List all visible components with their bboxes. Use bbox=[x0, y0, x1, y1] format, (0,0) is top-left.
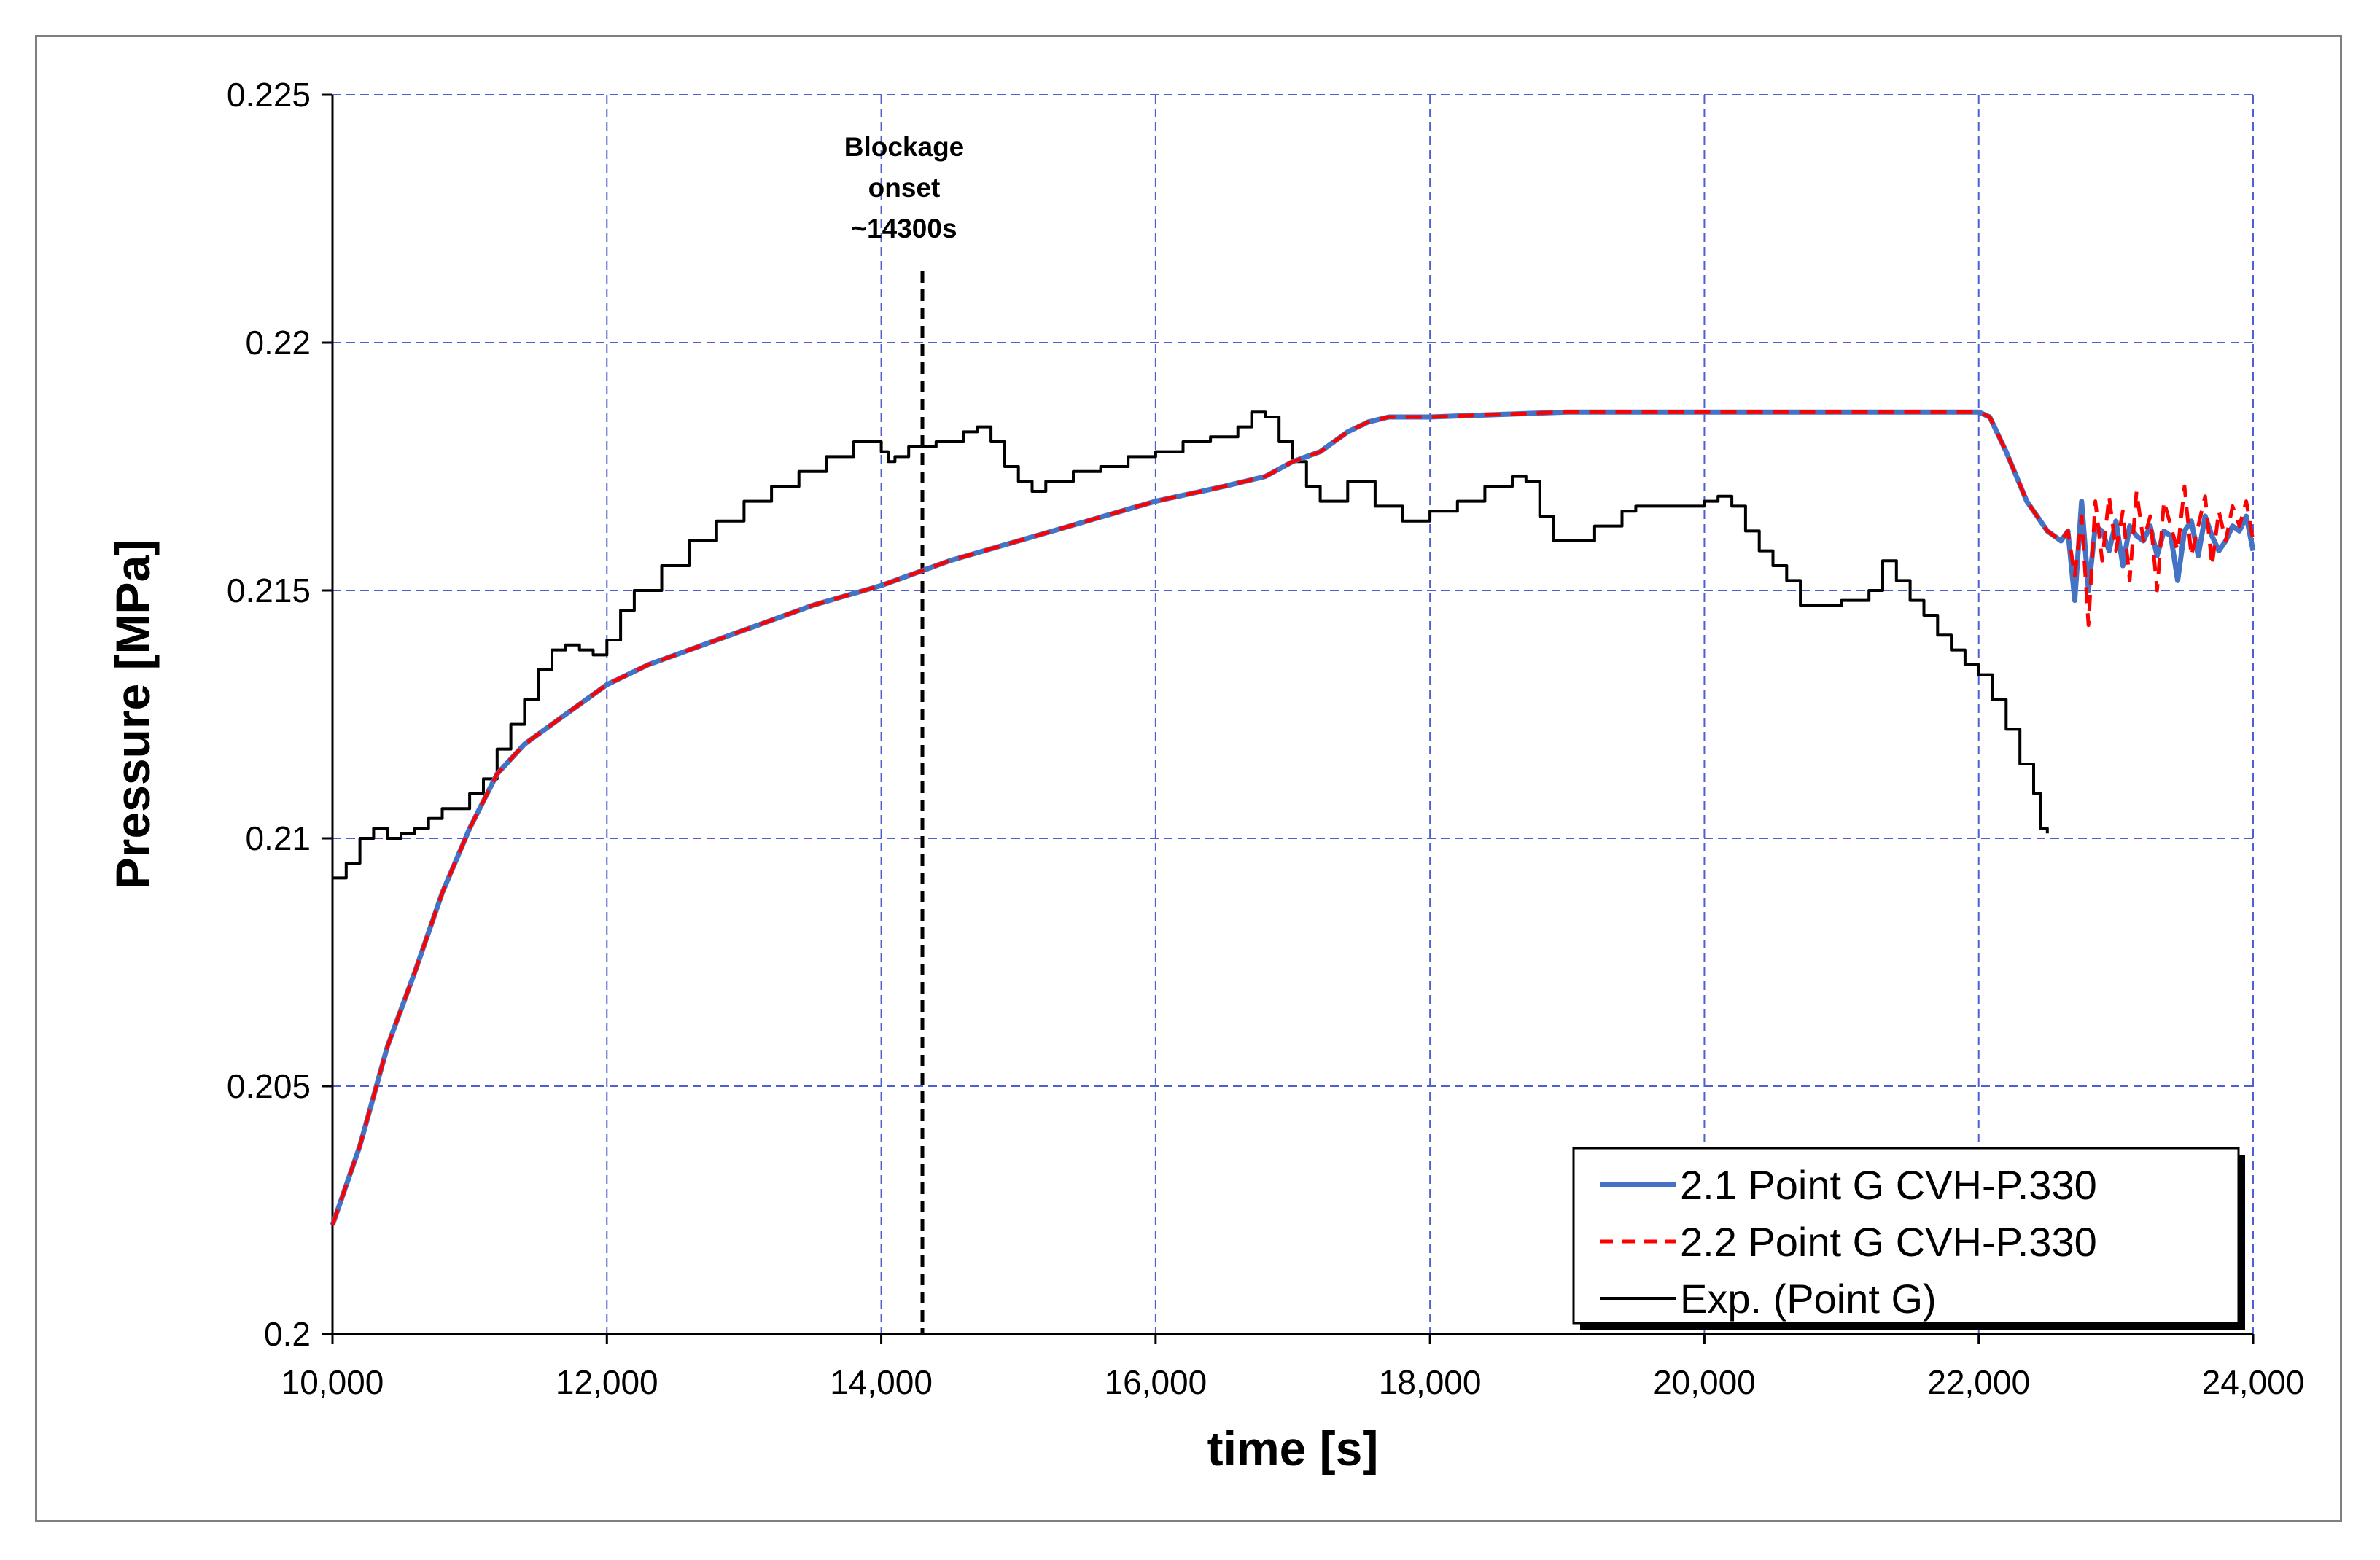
series-line-2 bbox=[332, 410, 2049, 880]
annotation-text-line: ~14300s bbox=[851, 214, 957, 243]
legend-label-2: Exp. (Point G) bbox=[1680, 1276, 1937, 1322]
legend: 2.1 Point G CVH-P.330 2.2 Point G CVH-P.3… bbox=[1572, 1147, 2245, 1330]
x-tick-label: 20,000 bbox=[1653, 1363, 1756, 1401]
tick-labels: 10,000 12,000 14,000 16,000 18,000 20,000 22,0… bbox=[227, 76, 2304, 1401]
x-tick-label: 12,000 bbox=[556, 1363, 658, 1401]
axes bbox=[322, 93, 2255, 1344]
axis-titles: time [s] Pressure [MPa] bbox=[106, 539, 1378, 1475]
legend-label-1: 2.2 Point G CVH-P.330 bbox=[1680, 1219, 2097, 1265]
series-line-1 bbox=[330, 410, 2255, 1226]
x-tick-label: 22,000 bbox=[1927, 1363, 2030, 1401]
grid-lines bbox=[332, 94, 2254, 1334]
y-tick-label: 0.225 bbox=[227, 76, 311, 114]
blockage-annotation: Blockage onset ~14300s bbox=[844, 132, 965, 1334]
x-axis-title: time [s] bbox=[1208, 1421, 1379, 1475]
y-tick-label: 0.22 bbox=[245, 324, 311, 362]
x-tick-label: 10,000 bbox=[281, 1363, 384, 1401]
y-axis-title: Pressure [MPa] bbox=[106, 539, 160, 890]
x-tick-label: 24,000 bbox=[2202, 1363, 2305, 1401]
legend-box bbox=[1572, 1147, 2240, 1325]
x-tick-label: 16,000 bbox=[1105, 1363, 1208, 1401]
legend-label-0: 2.1 Point G CVH-P.330 bbox=[1680, 1162, 2097, 1208]
y-tick-label: 0.205 bbox=[227, 1067, 311, 1105]
x-tick-label: 18,000 bbox=[1379, 1363, 1482, 1401]
y-tick-label: 0.215 bbox=[227, 572, 311, 609]
data-series bbox=[330, 409, 2256, 1226]
annotation-text-line: onset bbox=[868, 173, 941, 203]
annotation-text-line: Blockage bbox=[844, 132, 965, 162]
y-tick-label: 0.21 bbox=[245, 819, 311, 857]
y-tick-label: 0.2 bbox=[264, 1315, 311, 1353]
x-tick-label: 14,000 bbox=[830, 1363, 933, 1401]
series-line-0 bbox=[330, 409, 2256, 1226]
